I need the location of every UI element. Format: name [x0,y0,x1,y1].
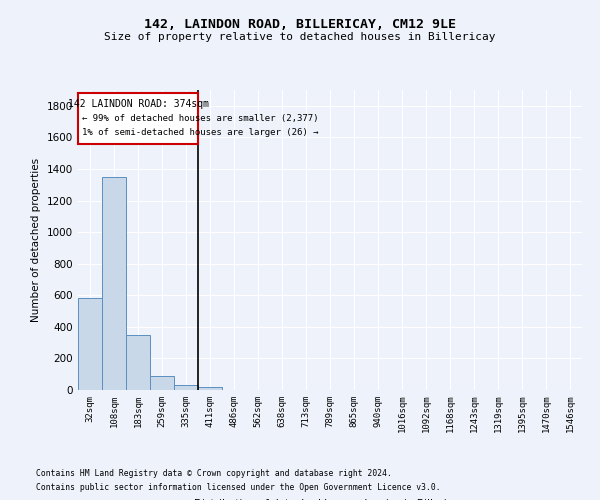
Bar [78,298,102,390]
Bar [174,386,198,390]
Text: 142, LAINDON ROAD, BILLERICAY, CM12 9LE: 142, LAINDON ROAD, BILLERICAY, CM12 9LE [144,18,456,30]
Text: ← 99% of detached houses are smaller (2,377): ← 99% of detached houses are smaller (2,… [82,114,318,123]
Bar [150,376,174,390]
FancyBboxPatch shape [78,93,198,144]
Text: Size of property relative to detached houses in Billericay: Size of property relative to detached ho… [104,32,496,42]
Text: Contains HM Land Registry data © Crown copyright and database right 2024.: Contains HM Land Registry data © Crown c… [36,468,392,477]
Bar [126,334,150,390]
Text: Contains public sector information licensed under the Open Government Licence v3: Contains public sector information licen… [36,484,440,492]
Bar [198,387,222,390]
Text: 1% of semi-detached houses are larger (26) →: 1% of semi-detached houses are larger (2… [82,128,318,137]
Y-axis label: Number of detached properties: Number of detached properties [31,158,41,322]
Text: Distribution of detached houses by size in Billericay: Distribution of detached houses by size … [194,499,466,500]
Bar [102,177,126,390]
Text: 142 LAINDON ROAD: 374sqm: 142 LAINDON ROAD: 374sqm [67,100,209,110]
